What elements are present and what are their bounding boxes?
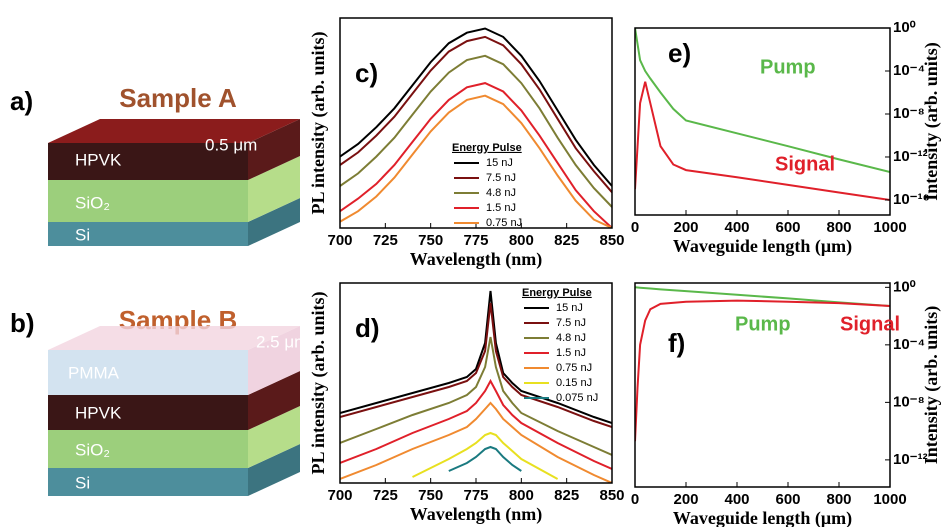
x-tick-label: 775 <box>463 487 488 504</box>
legend-label: 1.5 nJ <box>486 202 516 214</box>
panel-label: b) <box>10 308 35 338</box>
y-axis-label: Intensity (arb. units) <box>921 42 942 201</box>
legend-label: 0.75 nJ <box>556 362 592 374</box>
legend-label: 4.8 nJ <box>556 332 586 344</box>
layer-label: PMMA <box>68 363 120 382</box>
y-axis-label: PL intensity (arb. units) <box>308 31 329 214</box>
x-axis-label: Wavelength (nm) <box>410 504 543 525</box>
legend-label: 0.15 nJ <box>556 377 592 389</box>
x-tick-label: 850 <box>599 232 624 249</box>
x-tick-label: 700 <box>327 487 352 504</box>
legend-label: 15 nJ <box>486 157 513 169</box>
x-tick-label: 1000 <box>873 219 906 236</box>
y-tick-label: 10⁰ <box>893 19 916 36</box>
series-line <box>340 83 612 228</box>
x-tick-label: 775 <box>463 232 488 249</box>
x-tick-label: 1000 <box>873 491 906 508</box>
x-tick-label: 725 <box>373 232 398 249</box>
panel-label: d) <box>355 313 380 343</box>
thickness-label: 0.5 μm <box>205 135 257 154</box>
annotation: Signal <box>775 153 835 175</box>
legend-label: 1.5 nJ <box>556 347 586 359</box>
annotation: Pump <box>760 56 816 78</box>
annotation: Pump <box>735 313 791 335</box>
x-tick-label: 700 <box>327 232 352 249</box>
y-tick-label: 10⁻⁸ <box>893 105 925 122</box>
chart: 700 725 750 775 800 825 850 Wavelength (nm) PL i… <box>308 18 624 270</box>
thickness-label: 2.5 μm <box>256 332 308 351</box>
figure: a) Sample A HPVK 0.5 μm SiO₂ Si b) Sampl… <box>0 0 944 527</box>
x-tick-label: 600 <box>775 219 800 236</box>
layer-label: HPVK <box>75 403 122 422</box>
y-tick-label: 10⁻⁸ <box>893 393 925 410</box>
page: a) Sample A HPVK 0.5 μm SiO₂ Si b) Sampl… <box>0 0 944 527</box>
legend-title: Energy Pulse <box>452 142 522 154</box>
x-axis-label: Waveguide length (μm) <box>673 508 852 527</box>
layer-label: SiO₂ <box>75 440 110 459</box>
x-tick-label: 750 <box>418 487 443 504</box>
layer-label: Si <box>75 225 90 244</box>
panel-label: f) <box>668 328 685 358</box>
panel-label: a) <box>10 86 33 116</box>
sample-title: Sample A <box>119 83 237 113</box>
legend-label: 7.5 nJ <box>556 317 586 329</box>
panel-label: c) <box>355 58 378 88</box>
legend-label: 0.75 nJ <box>486 217 522 229</box>
schematic-a: a) Sample A HPVK 0.5 μm SiO₂ Si <box>10 83 300 246</box>
y-axis-label: PL intensity (arb. units) <box>308 291 329 474</box>
x-tick-label: 0 <box>631 491 639 508</box>
x-tick-label: 800 <box>509 232 534 249</box>
x-tick-label: 400 <box>724 219 749 236</box>
legend-label: 7.5 nJ <box>486 172 516 184</box>
layer-label: HPVK <box>75 150 122 169</box>
layer-label: SiO₂ <box>75 193 110 212</box>
y-tick-label: 10⁰ <box>893 278 916 295</box>
x-axis-label: Wavelength (nm) <box>410 249 543 270</box>
panel-label: e) <box>668 38 691 68</box>
x-tick-label: 200 <box>673 219 698 236</box>
x-tick-label: 800 <box>826 491 851 508</box>
chart: 700 725 750 775 800 825 850 Wavelength (nm) PL i… <box>308 283 624 525</box>
y-axis-label: Intensity (arb. units) <box>921 306 942 465</box>
legend-label: 15 nJ <box>556 302 583 314</box>
series-line <box>340 37 612 192</box>
legend-label: 0.075 nJ <box>556 392 598 404</box>
x-axis-label: Waveguide length (μm) <box>673 236 852 257</box>
layer-label: Si <box>75 473 90 492</box>
x-tick-label: 750 <box>418 232 443 249</box>
legend-title: Energy Pulse <box>522 287 592 299</box>
x-tick-label: 800 <box>509 487 534 504</box>
schematic-b: b) Sample B PMMA 2.5 μm HPVK SiO₂ Si <box>10 305 308 496</box>
annotation: Signal <box>840 313 900 335</box>
x-tick-label: 825 <box>554 487 579 504</box>
x-tick-label: 850 <box>599 487 624 504</box>
x-tick-label: 725 <box>373 487 398 504</box>
x-tick-label: 825 <box>554 232 579 249</box>
series-line <box>635 82 890 200</box>
x-tick-label: 600 <box>775 491 800 508</box>
x-tick-label: 400 <box>724 491 749 508</box>
x-tick-label: 0 <box>631 219 639 236</box>
x-tick-label: 800 <box>826 219 851 236</box>
x-tick-label: 200 <box>673 491 698 508</box>
legend-label: 4.8 nJ <box>486 187 516 199</box>
